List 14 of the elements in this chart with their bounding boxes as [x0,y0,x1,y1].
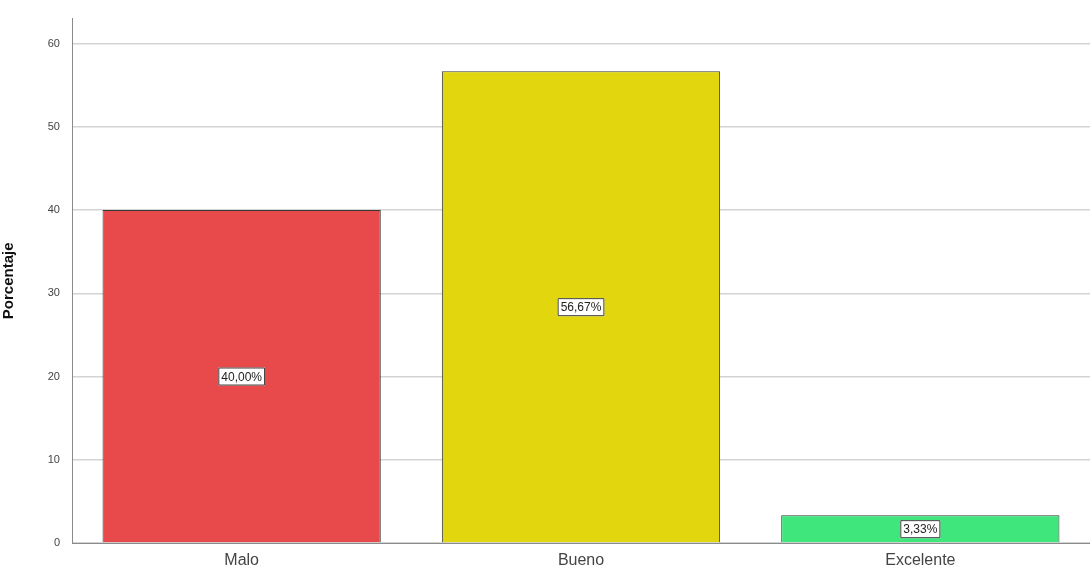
y-tick-label: 30 [47,286,60,299]
y-tick-label: 40 [47,203,60,216]
x-tick-label: Malo [224,551,260,569]
x-tick-label: Excelente [885,551,956,569]
x-tick-label: Bueno [557,551,605,569]
y-tick-label: 50 [47,119,60,132]
y-tick-label: 60 [47,36,60,49]
data-label: 3,33% [903,522,938,537]
y-tick-label: 0 [53,536,60,549]
y-tick-label: 10 [47,452,60,465]
y-axis-title: Porcentaje [0,242,17,320]
data-label: 40,00% [221,369,263,384]
y-tick-label: 20 [47,369,60,382]
data-label: 56,67% [560,300,602,315]
